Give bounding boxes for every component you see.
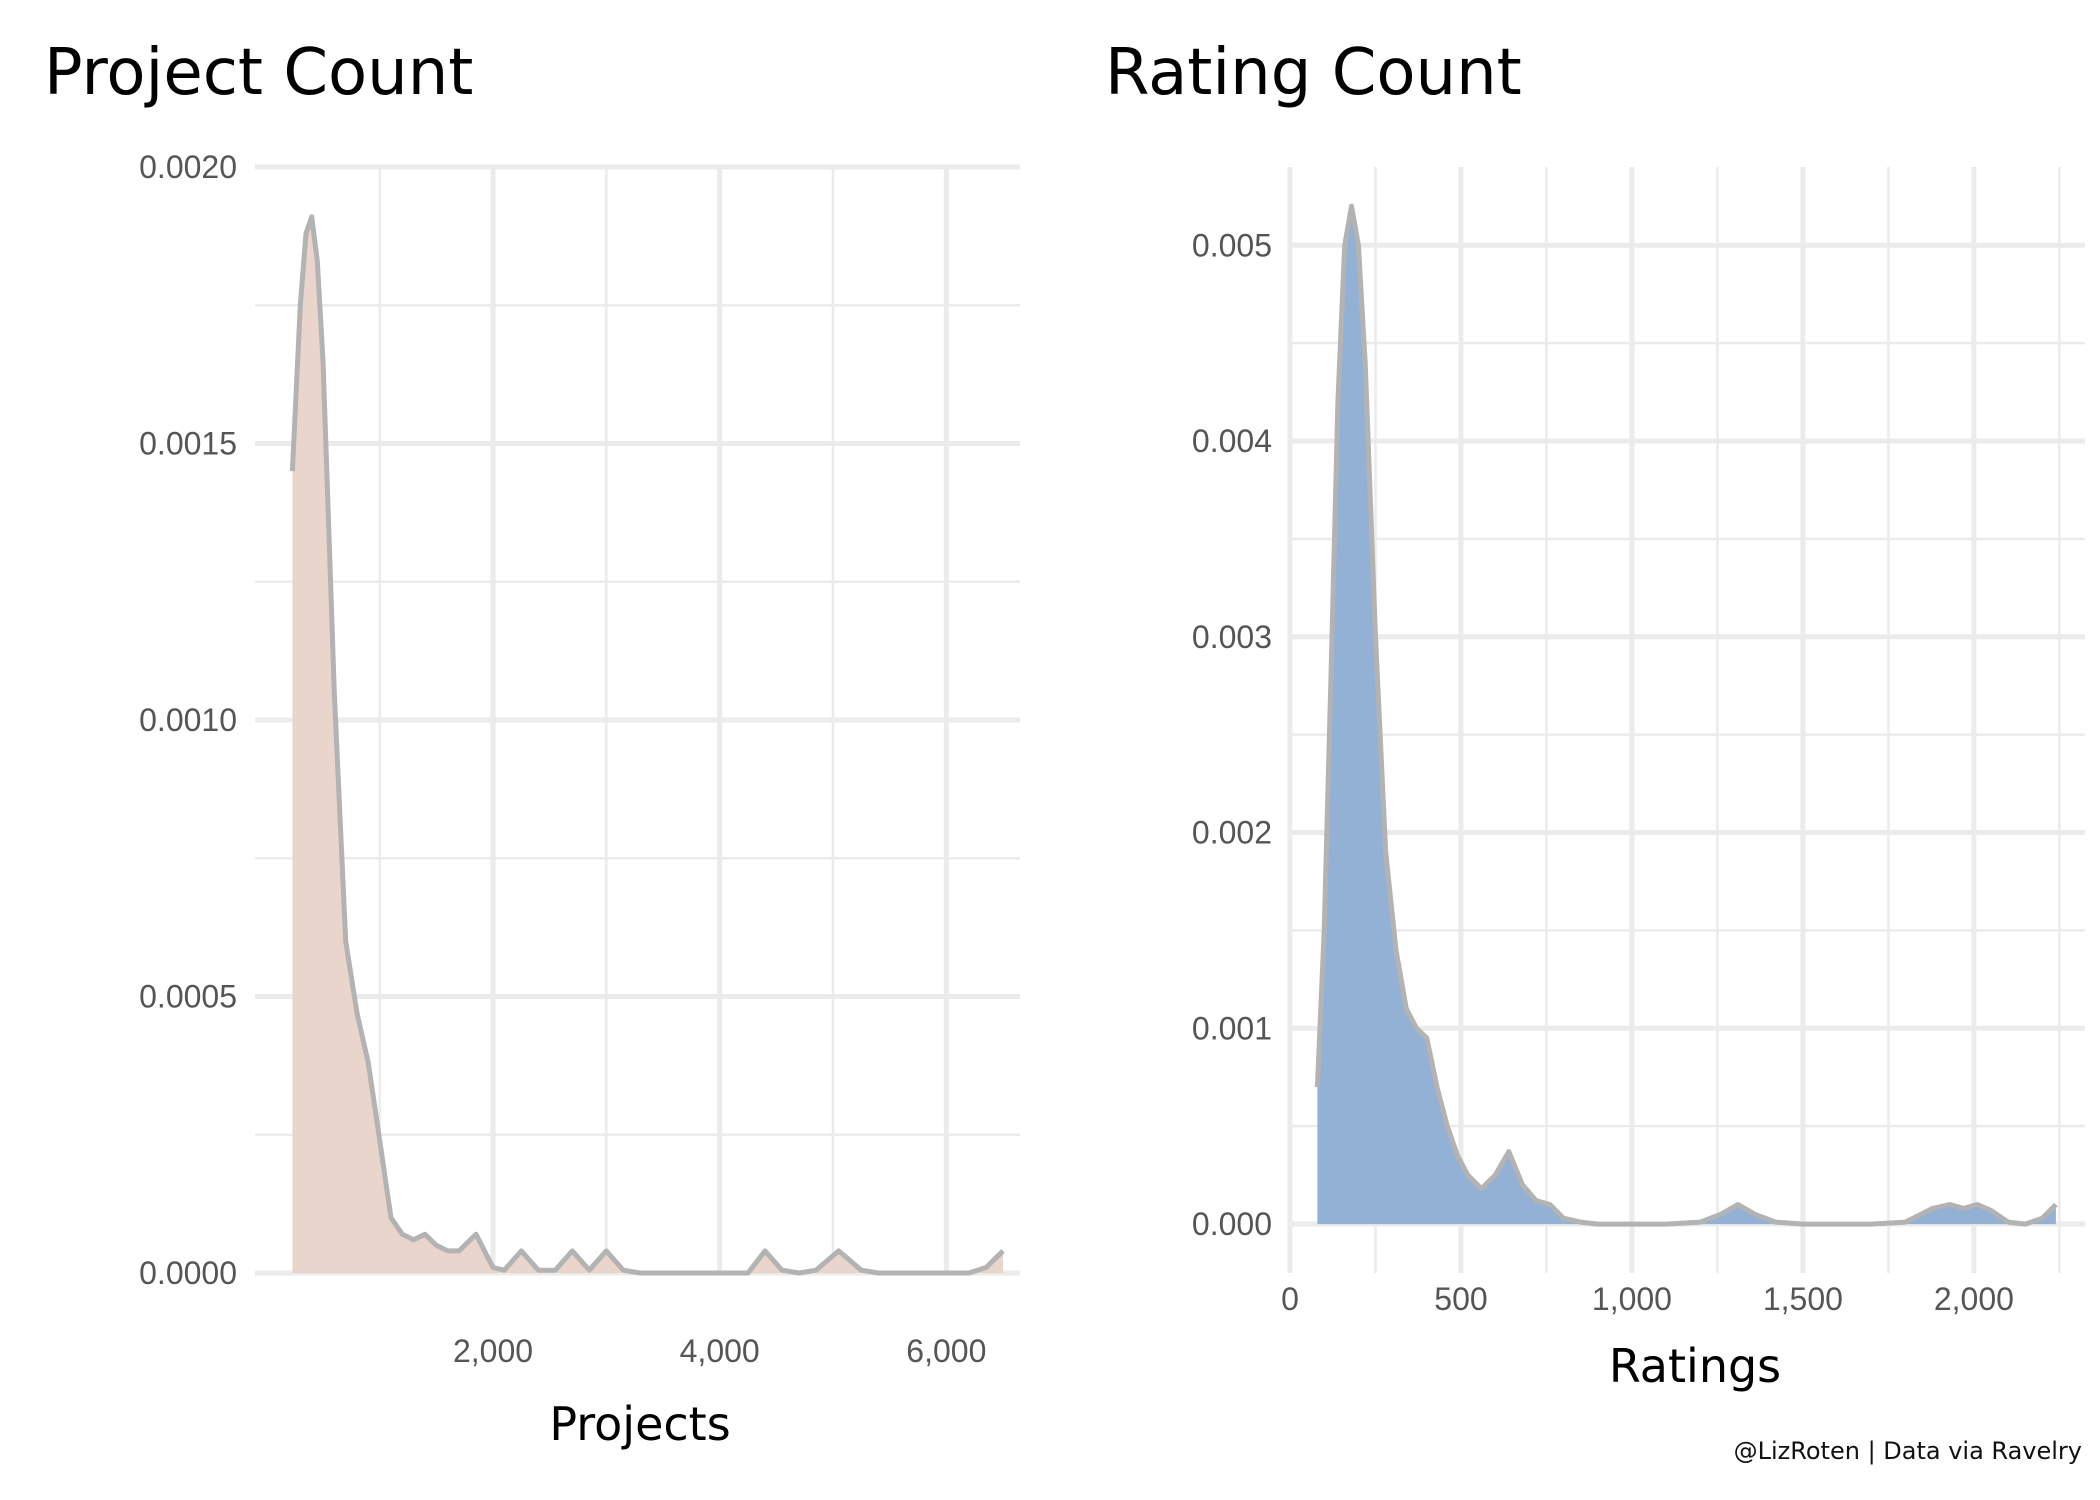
y-tick-label: 0.005 <box>1192 227 1272 263</box>
y-tick-label: 0.0015 <box>139 426 237 462</box>
panel-rating-count: Rating Count 0.0000.0010.0020.0030.0040.… <box>1105 36 2085 1393</box>
y-tick-label: 0.0020 <box>139 149 237 185</box>
plot-area-project-count: 0.0000 0.0005 0.0010 0.0015 0.0020 2,000 4,000… <box>139 149 1020 1369</box>
chart-title-project-count: Project Count <box>44 36 473 110</box>
y-tick-label: 0.003 <box>1192 619 1272 655</box>
density-area-project-count <box>292 216 1003 1273</box>
plot-area-rating-count: 0.000 0.001 0.002 0.003 0.004 0.005 0 500 1,000 1… <box>1192 167 2085 1317</box>
density-area-rating-count <box>1317 206 2056 1225</box>
density-line-project-count <box>289 214 1005 1276</box>
x-tick-label: 6,000 <box>906 1333 986 1369</box>
x-tick-label: 500 <box>1434 1281 1487 1317</box>
x-tick-label: 2,000 <box>453 1333 533 1369</box>
x-tick-label: 4,000 <box>680 1333 760 1369</box>
y-tick-label: 0.002 <box>1192 815 1272 851</box>
x-tick-label: 1,500 <box>1763 1281 1843 1317</box>
y-tick-label: 0.004 <box>1192 423 1272 459</box>
source-caption: @LizRoten | Data via Ravelry <box>1734 1437 2082 1465</box>
density-line-rating-count <box>1314 203 2058 1227</box>
x-tick-label: 2,000 <box>1934 1281 2014 1317</box>
y-tick-label: 0.000 <box>1192 1206 1272 1242</box>
panel-project-count: Project Count 0.00000.00050.00100.00150.… <box>44 36 1020 1451</box>
y-tick-label: 0.001 <box>1192 1010 1272 1046</box>
y-tick-label: 0.0000 <box>139 1255 237 1291</box>
x-axis-label-ratings: Ratings <box>1609 1339 1781 1393</box>
y-tick-label: 0.0010 <box>139 702 237 738</box>
y-tick-label: 0.0005 <box>139 979 237 1015</box>
x-tick-label: 1,000 <box>1592 1281 1672 1317</box>
x-tick-label: 0 <box>1281 1281 1299 1317</box>
x-axis-label-projects: Projects <box>549 1397 730 1451</box>
chart-title-rating-count: Rating Count <box>1105 36 1522 110</box>
